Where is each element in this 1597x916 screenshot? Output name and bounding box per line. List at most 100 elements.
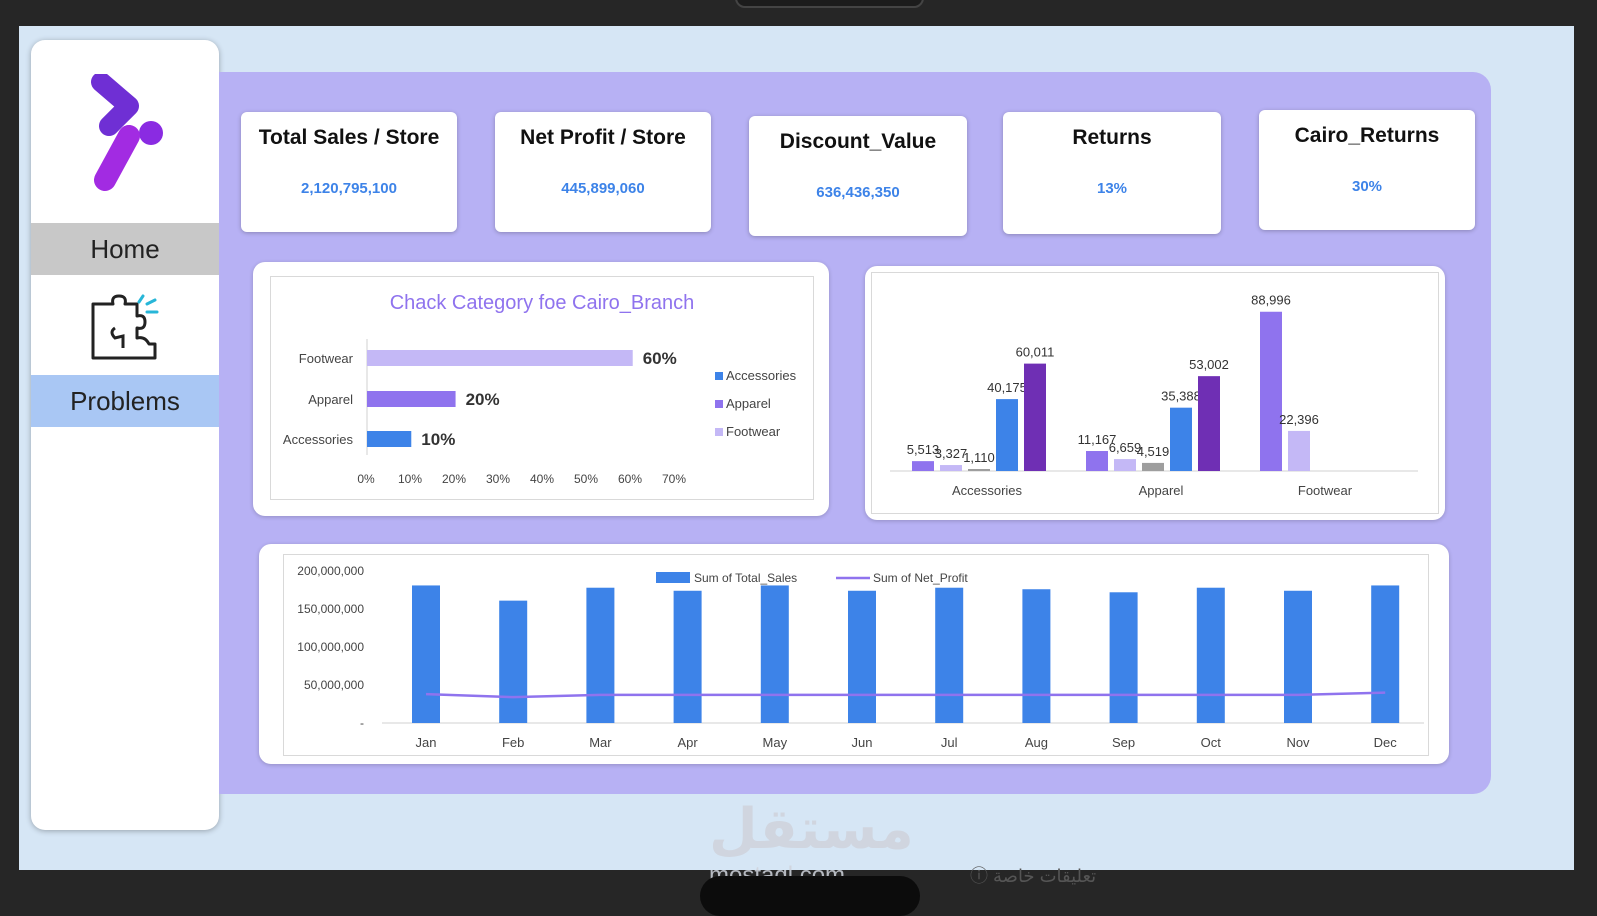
bar-accessories (912, 461, 934, 471)
nav-problems[interactable]: Problems (31, 375, 219, 427)
bar-footwear (367, 350, 633, 366)
kpi-title: Total Sales / Store (258, 126, 440, 149)
legend-entry: Accessories (726, 368, 797, 383)
legend-entry: Footwear (726, 424, 781, 439)
bottom-bar (700, 876, 920, 916)
legend-entry: Sum of Net_Profit (873, 571, 968, 585)
legend-swatch-sales (656, 572, 690, 583)
y-tick-label: 50,000,000 (304, 678, 364, 692)
bar-apparel (1086, 451, 1108, 471)
kpi-value: 636,436,350 (816, 184, 900, 201)
data-label: 4,519 (1137, 444, 1170, 459)
category-label: Accessories (283, 432, 354, 447)
data-label: 11,167 (1078, 432, 1117, 447)
kpi-title: Discount_Value (779, 130, 937, 153)
kpi-title: Net Profit / Store (520, 126, 686, 149)
category-label: Accessories (952, 483, 1023, 498)
bar-apparel (1142, 462, 1164, 471)
legend-swatch (715, 400, 723, 408)
x-tick-label: Sep (1112, 735, 1135, 750)
kpi-card-cairo-returns: Cairo_Returns 30% (1259, 110, 1475, 230)
x-tick-label: 0% (357, 472, 375, 486)
bar-sep (1109, 592, 1138, 723)
legend-entry: Sum of Total_Sales (694, 571, 797, 585)
data-label: 10% (421, 430, 455, 449)
kpi-card-total-sales: Total Sales / Store 2,120,795,100 (241, 112, 457, 232)
kpi-card-discount-value: Discount_Value 636,436,350 (749, 116, 967, 236)
bar-may (760, 585, 789, 723)
data-label: 22,396 (1279, 412, 1319, 427)
category-chart: Chack Category foe Cairo_Branch Footwear… (270, 276, 814, 500)
data-label: 20% (466, 390, 500, 409)
puzzle-icon (91, 294, 159, 360)
brand-logo-icon (91, 74, 163, 191)
category-label: Footwear (1298, 483, 1353, 498)
x-tick-label: 60% (618, 472, 642, 486)
bar-accessories (996, 399, 1018, 471)
data-label: 88,996 (1251, 293, 1291, 308)
x-tick-label: Dec (1374, 735, 1398, 750)
category-label: Apparel (308, 392, 353, 407)
bar-footwear (1260, 311, 1282, 471)
x-tick-label: 50% (574, 472, 598, 486)
category-chart-panel: Chack Category foe Cairo_Branch Footwear… (253, 262, 829, 516)
category-breakdown-panel: 5,513 3,327 1,110 40,175 60,011 Accessories 11… (865, 266, 1445, 520)
monthly-sales-panel: - 50,000,000 100,000,000 150,000,000 200,000… (259, 544, 1449, 764)
x-tick-label: Jun (852, 735, 873, 750)
data-label: 3,327 (935, 446, 968, 461)
y-tick-label: 100,000,000 (297, 640, 364, 654)
x-tick-label: Jan (416, 735, 437, 750)
bar-aug (1022, 589, 1051, 723)
data-label: 1,110 (963, 450, 995, 465)
footer-text: ⓘ تعليقات خاصة (970, 866, 1097, 886)
x-tick-label: Nov (1286, 735, 1310, 750)
net-profit-line (425, 691, 1386, 699)
monthly-sales-chart: - 50,000,000 100,000,000 150,000,000 200,000… (283, 554, 1429, 756)
kpi-card-net-profit: Net Profit / Store 445,899,060 (495, 112, 711, 232)
data-label: 53,002 (1189, 357, 1229, 372)
chart-title: Chack Category foe Cairo_Branch (390, 292, 695, 314)
x-tick-label: Jul (941, 735, 958, 750)
bar-dec (1371, 585, 1400, 723)
kpi-value: 2,120,795,100 (301, 180, 397, 197)
dashboard-canvas: Home Problems Total Sales / Store 2,120,… (19, 26, 1574, 889)
kpi-card-returns: Returns 13% (1003, 112, 1221, 234)
category-label: Apparel (1139, 483, 1184, 498)
data-label: 6,659 (1109, 440, 1142, 455)
bar-feb (499, 600, 528, 723)
kpi-title: Returns (1072, 126, 1152, 149)
x-tick-label: Feb (502, 735, 524, 750)
watermark-arabic: مستقل (709, 797, 914, 860)
bar-mar (586, 587, 615, 723)
x-tick-label: Apr (677, 735, 698, 750)
legend-entry: Apparel (726, 396, 771, 411)
legend-swatch (715, 428, 723, 436)
x-tick-label: Aug (1025, 735, 1048, 750)
bar-apparel (1114, 459, 1136, 471)
data-label: 60,011 (1016, 345, 1055, 360)
x-tick-label: 70% (662, 472, 686, 486)
data-label: 5,513 (907, 442, 940, 457)
data-label: 60% (643, 349, 677, 368)
bar-nov (1284, 590, 1312, 723)
bar-jun (848, 590, 876, 723)
nav-home[interactable]: Home (31, 223, 219, 275)
kpi-value: 30% (1351, 178, 1383, 195)
bar-accessories (940, 465, 962, 471)
x-tick-label: 40% (530, 472, 554, 486)
x-tick-label: 30% (486, 472, 510, 486)
kpi-title: Cairo_Returns (1294, 124, 1440, 147)
y-tick-label: 150,000,000 (297, 602, 364, 616)
y-tick-label: - (360, 716, 364, 730)
bar-oct (1196, 587, 1225, 723)
kpi-value: 445,899,060 (561, 180, 645, 197)
x-tick-label: 20% (442, 472, 466, 486)
main-panel: Total Sales / Store 2,120,795,100 Net Pr… (219, 72, 1491, 794)
data-label: 40,175 (987, 380, 1027, 395)
legend-swatch (715, 372, 723, 380)
bar-apparel (367, 391, 456, 407)
bar-accessories (1024, 363, 1046, 471)
y-tick-label: 200,000,000 (297, 564, 364, 578)
bar-accessories (367, 431, 412, 447)
bar-apparel (1198, 376, 1220, 471)
